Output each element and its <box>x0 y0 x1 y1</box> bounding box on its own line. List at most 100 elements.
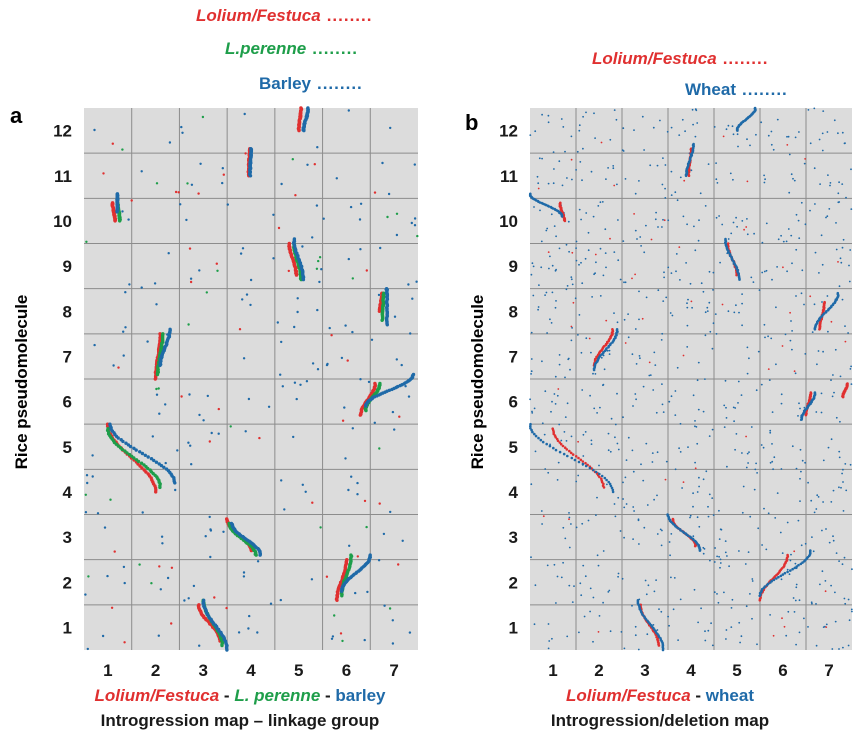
noise-point-b <box>824 590 827 593</box>
noise-point-b <box>646 633 649 636</box>
noise-point-b <box>686 324 689 327</box>
noise-point-b <box>795 643 797 646</box>
series-a-2-seg-1-point <box>134 448 138 452</box>
noise-point-b <box>674 390 677 392</box>
noise-point-b <box>582 147 584 150</box>
noise-point-a <box>330 334 333 337</box>
noise-point-a <box>269 602 273 605</box>
noise-point-b <box>575 169 577 171</box>
series-b-1-seg-8-point <box>770 579 773 583</box>
noise-point-a <box>413 163 416 166</box>
noise-point-b <box>825 623 828 626</box>
noise-point-b <box>817 496 820 498</box>
noise-point-b <box>795 586 798 589</box>
noise-point-b <box>672 608 675 611</box>
noise-point-b <box>727 238 730 240</box>
noise-point-b <box>656 494 658 497</box>
noise-point-a <box>168 141 172 144</box>
noise-point-b <box>530 358 533 360</box>
noise-point-b <box>782 240 785 243</box>
series-b-1-seg-2-point <box>605 347 608 350</box>
noise-point-b <box>585 212 588 214</box>
noise-point-b <box>713 591 716 594</box>
noise-point-a <box>186 182 189 185</box>
noise-point-a <box>111 142 115 145</box>
noise-point-a <box>294 194 297 197</box>
noise-point-b <box>746 180 749 183</box>
noise-point-b <box>686 302 688 305</box>
noise-point-b <box>708 270 711 273</box>
noise-point-a <box>378 502 381 505</box>
noise-point-a <box>208 515 211 519</box>
noise-point-a <box>373 191 377 194</box>
noise-point-b <box>551 264 554 267</box>
noise-point-b <box>827 446 830 449</box>
caption-b-part-1: - <box>690 686 706 705</box>
noise-point-b <box>662 300 665 302</box>
noise-point-b <box>804 158 806 160</box>
noise-point-b <box>815 508 818 510</box>
noise-point-b <box>661 332 664 335</box>
noise-point-a <box>409 332 412 335</box>
noise-point-b <box>747 462 749 464</box>
series-b-1-seg-1-point <box>562 452 566 456</box>
noise-point-b <box>570 135 573 138</box>
series-a-2-seg-1-point <box>152 458 156 463</box>
noise-point-b <box>689 516 691 519</box>
noise-point-b <box>580 261 582 264</box>
noise-point-a <box>311 501 314 504</box>
noise-point-a <box>190 463 193 466</box>
series-b-1-seg-5-point <box>692 142 695 146</box>
noise-point-b <box>801 269 804 272</box>
legend-a-barley-dots: ........ <box>316 74 363 93</box>
noise-point-b <box>553 168 555 170</box>
noise-point-a <box>343 406 346 409</box>
noise-point-a <box>110 606 114 609</box>
noise-point-b <box>841 298 844 301</box>
noise-point-b <box>704 639 707 642</box>
noise-point-b <box>728 565 730 568</box>
noise-point-a <box>206 394 209 398</box>
noise-point-a <box>395 233 399 237</box>
noise-point-b <box>774 517 777 519</box>
series-b-1-seg-8-point <box>786 570 789 574</box>
noise-point-a <box>93 343 96 347</box>
noise-point-b <box>771 411 774 413</box>
noise-point-b <box>600 141 603 144</box>
legend-b-wheat-name: Wheat <box>685 80 736 99</box>
noise-point-b <box>822 501 824 503</box>
noise-point-b <box>616 392 618 395</box>
noise-point-a <box>319 526 322 529</box>
y-tick-b-6: 6 <box>509 393 518 412</box>
noise-point-b <box>838 450 841 453</box>
series-b-1-seg-9-point <box>813 391 817 394</box>
noise-point-a <box>122 354 125 357</box>
noise-point-b <box>847 644 850 647</box>
noise-point-a <box>411 297 414 300</box>
x-tick-b-2: 2 <box>594 661 603 680</box>
noise-point-b <box>773 456 776 459</box>
noise-point-b <box>553 563 556 566</box>
noise-point-b <box>664 187 666 190</box>
noise-point-b <box>597 205 600 207</box>
noise-point-b <box>844 463 847 465</box>
noise-point-b <box>602 550 605 552</box>
noise-point-b <box>547 182 550 185</box>
noise-point-a <box>341 639 344 643</box>
noise-point-b <box>737 145 739 148</box>
noise-point-a <box>201 115 205 119</box>
noise-point-a <box>244 152 247 155</box>
noise-point-b <box>777 238 780 241</box>
series-b-1-seg-1-point <box>603 476 607 480</box>
noise-point-b <box>566 635 569 638</box>
noise-point-b <box>599 247 602 250</box>
series-b-1-seg-0-point <box>547 205 551 208</box>
noise-point-b <box>570 276 573 278</box>
noise-point-a <box>349 205 353 209</box>
noise-point-b <box>548 640 551 642</box>
noise-point-b <box>705 470 708 473</box>
series-b-1-seg-1-point <box>570 456 574 460</box>
noise-point-a <box>366 590 369 594</box>
noise-point-a <box>292 435 295 439</box>
